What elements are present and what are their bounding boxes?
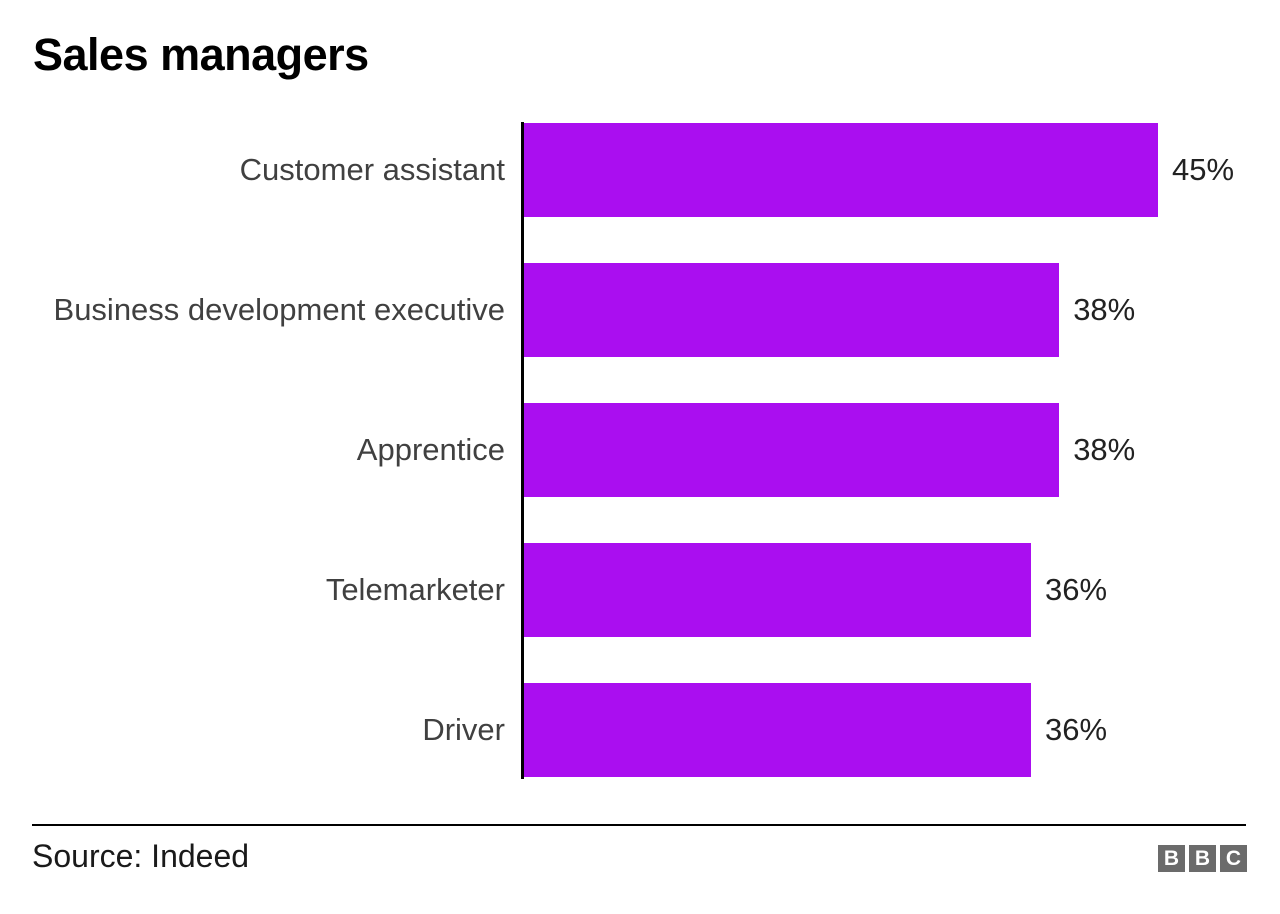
- bar: [523, 263, 1060, 357]
- page-title: Sales managers: [33, 29, 369, 80]
- category-label: Business development executive: [53, 292, 505, 327]
- bar: [523, 543, 1031, 637]
- category-label: Driver: [422, 712, 505, 747]
- category-label: Apprentice: [356, 432, 505, 467]
- bar-chart: Customer assistant 45% Business developm…: [0, 122, 1280, 779]
- bbc-logo: B B C: [1158, 845, 1247, 872]
- value-label: 38%: [1073, 432, 1136, 467]
- bbc-logo-letter: B: [1158, 845, 1185, 872]
- bar-row: Driver 36%: [0, 683, 1280, 777]
- source-attribution: Source: Indeed: [32, 838, 250, 874]
- value-label: 45%: [1172, 152, 1235, 187]
- bar-row: Apprentice 38%: [0, 403, 1280, 497]
- bar-row: Customer assistant 45%: [0, 123, 1280, 217]
- footer-divider: [32, 824, 1246, 826]
- y-axis-line: [521, 122, 524, 779]
- category-label: Customer assistant: [239, 152, 505, 187]
- bar: [523, 403, 1060, 497]
- value-label: 36%: [1045, 572, 1108, 607]
- value-label: 36%: [1045, 712, 1108, 747]
- bar-track: 38%: [523, 403, 1280, 497]
- category-label: Telemarketer: [325, 572, 505, 607]
- bar: [523, 123, 1158, 217]
- bar-row: Telemarketer 36%: [0, 543, 1280, 637]
- bar: [523, 683, 1031, 777]
- bar-track: 45%: [523, 123, 1280, 217]
- bar-track: 36%: [523, 683, 1280, 777]
- bbc-logo-letter: C: [1220, 845, 1247, 872]
- bar-row: Business development executive 38%: [0, 263, 1280, 357]
- bar-track: 38%: [523, 263, 1280, 357]
- value-label: 38%: [1073, 292, 1136, 327]
- bar-track: 36%: [523, 543, 1280, 637]
- bbc-logo-letter: B: [1189, 845, 1216, 872]
